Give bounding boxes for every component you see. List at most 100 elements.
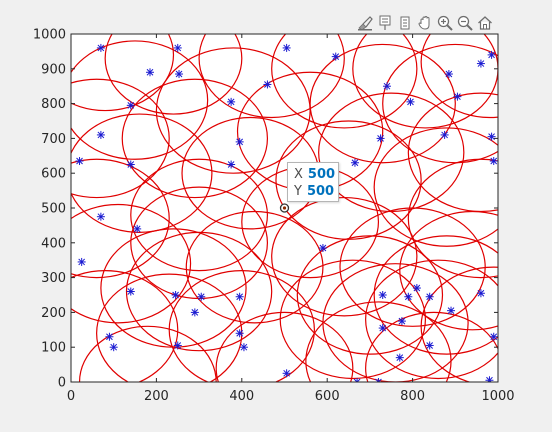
data-point-marker[interactable] xyxy=(485,376,494,384)
data-point-marker[interactable] xyxy=(350,158,359,167)
data-point-marker[interactable] xyxy=(133,224,142,233)
coverage-circle xyxy=(305,301,452,382)
data-point-marker[interactable] xyxy=(487,132,496,141)
y-axis: 0 100 200 300 400 500 600 700 800 900 1000 xyxy=(33,28,498,391)
x-tick-label: 200 xyxy=(144,389,169,404)
datatip-x-row: X 500 xyxy=(294,166,338,183)
datatip[interactable]: X 500 Y 500 xyxy=(287,162,339,202)
coverage-circle xyxy=(185,210,324,324)
data-point-marker[interactable] xyxy=(376,134,385,143)
coverage-circle xyxy=(78,325,217,382)
data-point-marker[interactable] xyxy=(173,341,182,350)
data-point-marker[interactable] xyxy=(235,329,244,338)
datatip-y-value: 500 xyxy=(306,184,335,199)
data-point-marker[interactable] xyxy=(382,82,391,91)
data-point-marker[interactable] xyxy=(331,52,340,61)
coverage-circle xyxy=(71,158,170,279)
data-point-marker[interactable] xyxy=(425,292,434,301)
y-tick-label: 800 xyxy=(41,97,66,112)
data-point-marker[interactable] xyxy=(378,324,387,333)
y-tick-label: 0 xyxy=(58,376,66,391)
data-point-marker[interactable] xyxy=(378,291,387,299)
data-point-marker[interactable] xyxy=(282,369,291,378)
data-point-marker[interactable] xyxy=(96,130,105,139)
coverage-circle xyxy=(373,127,498,247)
data-point-marker[interactable] xyxy=(77,257,86,266)
x-tick-label: 600 xyxy=(315,389,340,404)
coverage-circle xyxy=(71,34,175,112)
data-point-marker[interactable] xyxy=(395,353,404,362)
data-point-marker[interactable] xyxy=(126,287,135,296)
coverage-circle xyxy=(296,235,444,355)
data-point-marker[interactable] xyxy=(239,343,248,352)
data-point-marker[interactable] xyxy=(235,292,244,301)
coverage-circle xyxy=(71,113,213,233)
data-point-marker[interactable] xyxy=(263,80,272,89)
highlighted-point-center xyxy=(282,206,287,210)
data-point-marker[interactable] xyxy=(145,68,154,77)
brush-button[interactable] xyxy=(356,14,373,32)
data-point-marker[interactable] xyxy=(476,289,485,298)
pan-button[interactable] xyxy=(416,14,433,32)
coverage-circle xyxy=(125,231,273,352)
data-point-marker[interactable] xyxy=(476,59,485,68)
data-point-marker[interactable] xyxy=(235,137,244,146)
data-point-marker[interactable] xyxy=(318,244,327,253)
home-icon xyxy=(477,16,492,30)
data-point-marker[interactable] xyxy=(425,341,434,350)
x-tick-label: 1000 xyxy=(481,389,514,404)
data-point-marker[interactable] xyxy=(171,291,180,299)
data-point-marker[interactable] xyxy=(412,284,421,293)
zoom-in-button[interactable] xyxy=(436,14,453,32)
data-point-marker[interactable] xyxy=(126,160,135,169)
x-axis: 0 200 400 600 800 1000 xyxy=(67,34,515,404)
data-point-marker[interactable] xyxy=(444,70,453,79)
data-point-marker[interactable] xyxy=(227,160,236,169)
data-point-marker[interactable] xyxy=(453,92,462,101)
coverage-circle xyxy=(399,210,498,331)
data-point-marker[interactable] xyxy=(374,378,383,386)
data-point-marker[interactable] xyxy=(105,332,114,341)
data-point-marker[interactable] xyxy=(173,43,182,52)
y-tick-label: 200 xyxy=(41,306,66,321)
zoom-out-button[interactable] xyxy=(456,14,473,32)
data-point-marker[interactable] xyxy=(282,43,291,52)
data-point-marker[interactable] xyxy=(489,332,498,341)
circles-layer xyxy=(71,34,498,382)
data-point-marker[interactable] xyxy=(397,317,406,326)
home-button[interactable] xyxy=(476,14,493,32)
y-tick-label: 600 xyxy=(41,167,66,182)
coverage-circle xyxy=(271,34,418,129)
data-point-marker[interactable] xyxy=(404,292,413,301)
data-point-marker[interactable] xyxy=(489,157,498,166)
data-point-marker[interactable] xyxy=(447,306,456,315)
highlight-layer xyxy=(279,203,290,213)
select-button[interactable] xyxy=(396,14,413,32)
axes-toolbar xyxy=(356,12,493,34)
brush-icon xyxy=(357,16,373,31)
data-point-marker[interactable] xyxy=(440,130,449,139)
data-point-marker[interactable] xyxy=(96,43,105,52)
data-point-marker[interactable] xyxy=(487,50,496,59)
zoom-out-icon xyxy=(457,15,473,31)
data-point-marker[interactable] xyxy=(197,292,206,301)
data-point-marker[interactable] xyxy=(190,308,199,317)
datatip-y-row: Y 500 xyxy=(294,183,338,200)
datatip-x-label: X xyxy=(294,167,303,182)
coverage-circle xyxy=(71,203,192,324)
data-point-marker[interactable] xyxy=(175,70,184,79)
data-tips-button[interactable] xyxy=(376,14,393,32)
data-point-marker[interactable] xyxy=(406,97,415,106)
data-point-marker[interactable] xyxy=(227,97,236,106)
coverage-circle xyxy=(407,158,498,279)
y-tick-label: 900 xyxy=(41,62,66,77)
data-point-marker[interactable] xyxy=(353,378,362,386)
data-point-marker[interactable] xyxy=(109,343,118,352)
data-point-marker[interactable] xyxy=(126,101,135,110)
data-point-marker[interactable] xyxy=(96,212,105,221)
markers-layer xyxy=(75,43,498,386)
coverage-circle xyxy=(104,34,243,115)
coverage-circle xyxy=(130,158,269,272)
data-point-marker[interactable] xyxy=(75,157,84,166)
